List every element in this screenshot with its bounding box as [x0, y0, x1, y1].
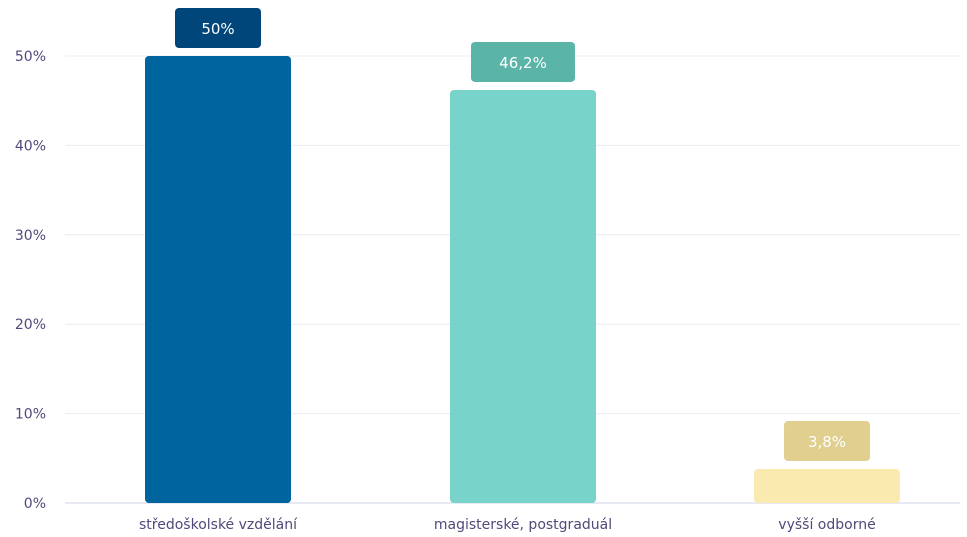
data-label-text: 3,8%: [808, 433, 846, 451]
data-labels: 50% 46,2% 3,8%: [175, 8, 870, 462]
y-tick-label: 50%: [15, 49, 46, 65]
bars: [145, 56, 900, 504]
y-axis-tick-labels: 0% 10% 20% 30% 40% 50%: [15, 49, 46, 512]
category-label: magisterské, postgraduál: [434, 517, 612, 533]
y-tick-label: 20%: [15, 317, 46, 333]
data-label: 46,2%: [471, 41, 575, 82]
bar: [450, 89, 596, 504]
y-tick-label: 40%: [15, 138, 46, 154]
data-label: 3,8%: [784, 421, 870, 462]
category-label: středoškolské vzdělání: [139, 517, 298, 533]
y-tick-label: 10%: [15, 407, 46, 423]
bar: [754, 469, 900, 503]
data-label-box: [175, 8, 261, 48]
category-label: vyšší odborné: [778, 517, 875, 533]
data-label-box: [471, 41, 575, 82]
data-label-text: 46,2%: [499, 54, 547, 72]
data-label-box: [784, 421, 870, 462]
data-label: 50%: [175, 8, 261, 48]
y-tick-label: 0%: [24, 496, 46, 512]
data-label-text: 50%: [201, 20, 234, 38]
x-axis-category-labels: středoškolské vzdělání magisterské, postg…: [139, 517, 876, 533]
y-tick-label: 30%: [15, 228, 46, 244]
bar: [145, 56, 291, 503]
